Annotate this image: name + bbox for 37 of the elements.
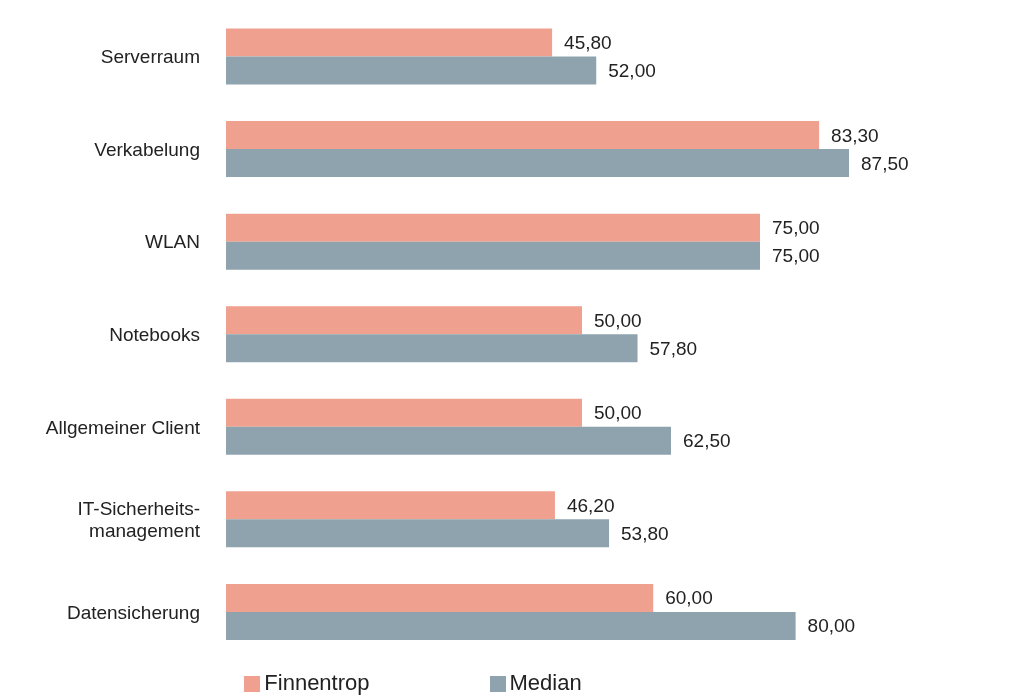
data-label: 57,80: [649, 337, 698, 359]
data-label: 50,00: [594, 309, 642, 331]
y-tick-label: Datensicherung: [66, 601, 200, 623]
legend-label: Finnentrop: [264, 670, 370, 695]
bar: [226, 583, 654, 612]
bar: [226, 611, 796, 640]
data-label: 46,20: [566, 494, 615, 516]
bar: [226, 121, 820, 150]
bar: [226, 491, 555, 520]
y-tick-label: WLAN: [145, 230, 200, 252]
bar: [226, 398, 582, 427]
data-label: 62,50: [683, 430, 731, 452]
bar: [226, 149, 849, 178]
y-tick-label: Allgemeiner Client: [45, 416, 201, 438]
data-label: 80,00: [807, 615, 856, 637]
data-label: 83,30: [831, 124, 879, 146]
legend-label: Median: [509, 670, 582, 695]
bar: [226, 306, 582, 335]
bar: [226, 28, 553, 57]
bar: [226, 213, 760, 242]
y-tick-label: Notebooks: [109, 323, 200, 345]
bar: [226, 519, 610, 548]
data-label: 75,00: [772, 217, 820, 239]
bar: [226, 241, 760, 270]
data-label: 87,50: [861, 152, 909, 174]
data-label: 60,00: [665, 587, 713, 609]
bar: [226, 426, 671, 455]
data-label: 45,80: [564, 32, 612, 54]
bar: [226, 334, 638, 363]
y-tick-label: Verkabelung: [94, 138, 200, 160]
data-label: 50,00: [594, 402, 642, 424]
bar: [226, 56, 597, 85]
data-label: 75,00: [772, 245, 820, 267]
data-label: 53,80: [621, 522, 669, 544]
y-tick-label: Serverraum: [100, 45, 200, 67]
data-label: 52,00: [608, 60, 656, 82]
y-tick-label: IT-Sicherheits-management: [77, 497, 201, 541]
